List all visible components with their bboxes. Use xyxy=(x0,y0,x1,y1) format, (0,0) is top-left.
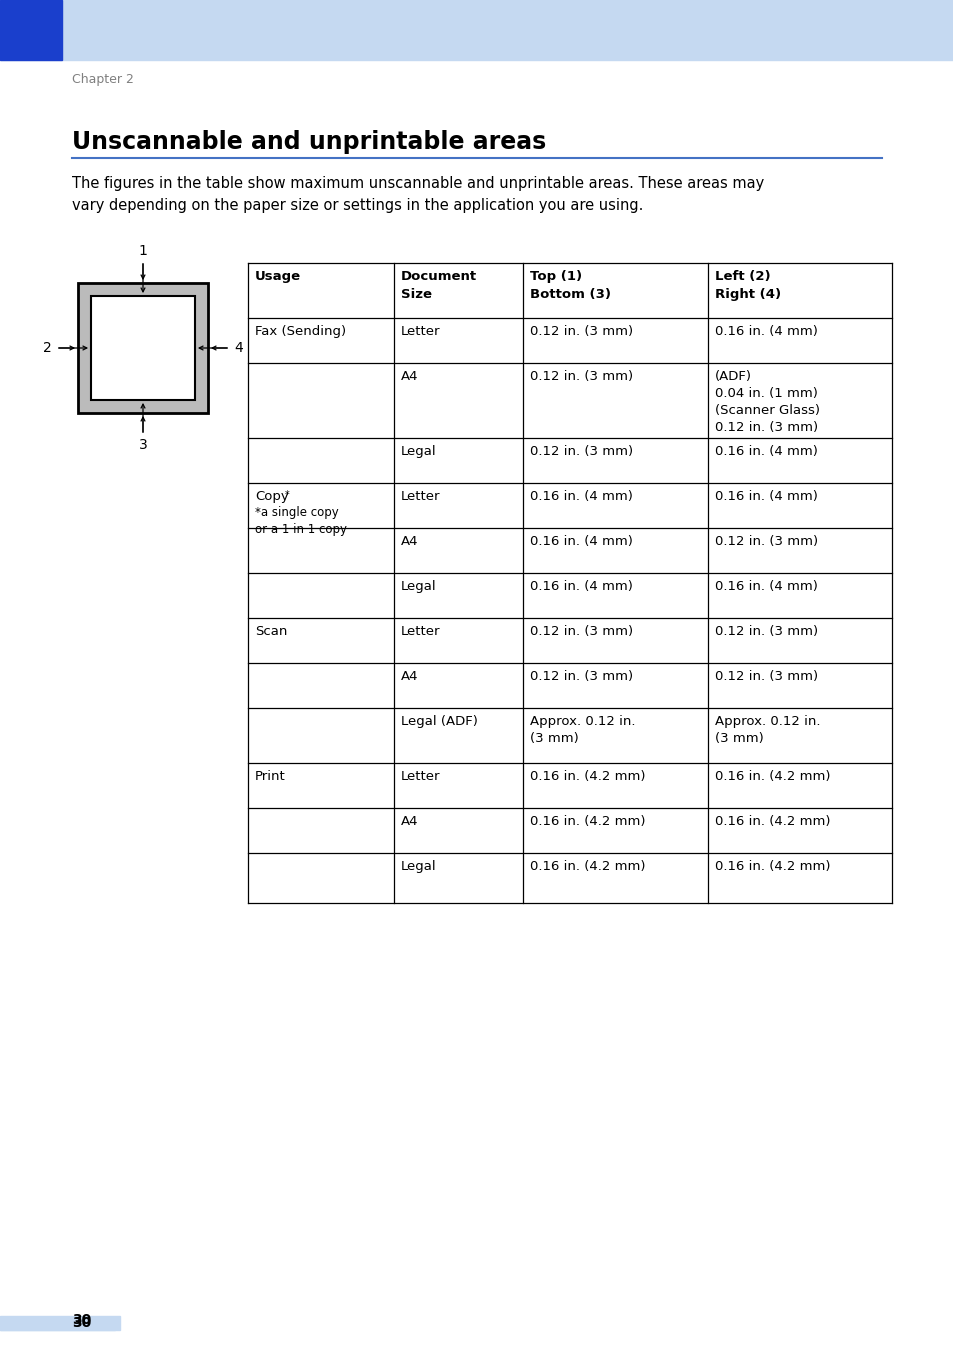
Text: 0.16 in. (4.2 mm): 0.16 in. (4.2 mm) xyxy=(714,770,829,783)
Text: The figures in the table show maximum unscannable and unprintable areas. These a: The figures in the table show maximum un… xyxy=(71,177,763,213)
Text: Approx. 0.12 in.
(3 mm): Approx. 0.12 in. (3 mm) xyxy=(530,714,635,745)
Text: Letter: Letter xyxy=(400,325,440,338)
Text: *a single copy
or a 1 in 1 copy: *a single copy or a 1 in 1 copy xyxy=(254,506,347,537)
Bar xyxy=(0,0,953,61)
Text: Print: Print xyxy=(254,770,286,783)
Text: A4: A4 xyxy=(400,670,418,683)
Text: Fax (Sending): Fax (Sending) xyxy=(254,325,346,338)
Text: 0.16 in. (4.2 mm): 0.16 in. (4.2 mm) xyxy=(530,860,645,874)
Text: A4: A4 xyxy=(400,816,418,828)
Text: Document: Document xyxy=(400,270,476,283)
Text: Approx. 0.12 in.
(3 mm): Approx. 0.12 in. (3 mm) xyxy=(714,714,820,745)
Text: 0.16 in. (4.2 mm): 0.16 in. (4.2 mm) xyxy=(714,816,829,828)
Bar xyxy=(0,39,120,51)
Text: 30: 30 xyxy=(71,1313,91,1326)
Text: Top (1): Top (1) xyxy=(530,270,581,283)
Text: 0.12 in. (3 mm): 0.12 in. (3 mm) xyxy=(714,670,817,683)
Text: 0.16 in. (4.2 mm): 0.16 in. (4.2 mm) xyxy=(530,770,645,783)
Text: 2: 2 xyxy=(43,341,52,355)
Text: Legal (ADF): Legal (ADF) xyxy=(400,714,477,728)
Text: 0.16 in. (4 mm): 0.16 in. (4 mm) xyxy=(714,325,817,338)
Text: Bottom (3): Bottom (3) xyxy=(530,288,611,301)
Text: Legal: Legal xyxy=(400,445,436,458)
Text: Chapter 2: Chapter 2 xyxy=(71,73,133,86)
Text: 0.16 in. (4 mm): 0.16 in. (4 mm) xyxy=(530,580,633,593)
Text: Left (2): Left (2) xyxy=(714,270,769,283)
Text: Usage: Usage xyxy=(254,270,301,283)
Bar xyxy=(0,1317,115,1330)
Text: Letter: Letter xyxy=(400,770,440,783)
Text: Size: Size xyxy=(400,288,432,301)
Text: 0.12 in. (3 mm): 0.12 in. (3 mm) xyxy=(714,535,817,549)
Text: 4: 4 xyxy=(233,341,242,355)
Text: 0.16 in. (4.2 mm): 0.16 in. (4.2 mm) xyxy=(530,816,645,828)
Text: 3: 3 xyxy=(138,438,147,452)
Text: 0.12 in. (3 mm): 0.12 in. (3 mm) xyxy=(530,325,633,338)
Text: 0.12 in. (3 mm): 0.12 in. (3 mm) xyxy=(530,625,633,638)
Text: Legal: Legal xyxy=(400,580,436,593)
Bar xyxy=(78,283,208,412)
Text: 0.16 in. (4 mm): 0.16 in. (4 mm) xyxy=(530,535,633,549)
Text: 30: 30 xyxy=(71,1316,91,1330)
Text: Copy: Copy xyxy=(254,491,289,503)
Text: 0.16 in. (4 mm): 0.16 in. (4 mm) xyxy=(714,491,817,503)
Text: (ADF)
0.04 in. (1 mm)
(Scanner Glass)
0.12 in. (3 mm): (ADF) 0.04 in. (1 mm) (Scanner Glass) 0.… xyxy=(714,369,819,434)
Text: 0.16 in. (4 mm): 0.16 in. (4 mm) xyxy=(714,445,817,458)
Text: 1: 1 xyxy=(138,244,148,257)
Text: 0.16 in. (4 mm): 0.16 in. (4 mm) xyxy=(714,580,817,593)
Text: 0.12 in. (3 mm): 0.12 in. (3 mm) xyxy=(530,369,633,383)
Text: 0.16 in. (4 mm): 0.16 in. (4 mm) xyxy=(530,491,633,503)
Text: A4: A4 xyxy=(400,535,418,549)
Text: *: * xyxy=(285,491,290,500)
Text: 0.12 in. (3 mm): 0.12 in. (3 mm) xyxy=(714,625,817,638)
Bar xyxy=(91,297,194,400)
Text: 0.12 in. (3 mm): 0.12 in. (3 mm) xyxy=(530,445,633,458)
Text: Letter: Letter xyxy=(400,491,440,503)
Bar xyxy=(248,263,891,903)
Text: Scan: Scan xyxy=(254,625,287,638)
Text: Letter: Letter xyxy=(400,625,440,638)
Bar xyxy=(78,283,208,412)
Text: 0.16 in. (4.2 mm): 0.16 in. (4.2 mm) xyxy=(714,860,829,874)
Bar xyxy=(0,0,62,61)
Text: A4: A4 xyxy=(400,369,418,383)
Text: Legal: Legal xyxy=(400,860,436,874)
Text: Unscannable and unprintable areas: Unscannable and unprintable areas xyxy=(71,129,546,154)
Text: Right (4): Right (4) xyxy=(714,288,780,301)
Text: 0.12 in. (3 mm): 0.12 in. (3 mm) xyxy=(530,670,633,683)
Bar xyxy=(0,1316,120,1330)
